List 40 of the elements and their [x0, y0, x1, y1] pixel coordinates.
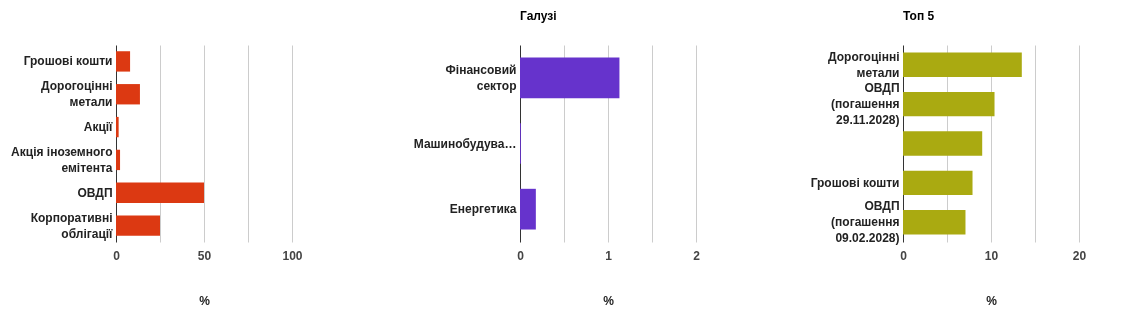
bar — [116, 116, 119, 138]
y-tick-label: ОВДП (погашення 29.11.2028) — [831, 81, 900, 128]
y-tick-label: Грошові кошти — [810, 175, 900, 190]
bar — [116, 149, 121, 171]
bar — [903, 131, 983, 156]
x-axis-title: % — [603, 293, 615, 308]
x-tick-label: 0 — [900, 248, 908, 263]
y-tick-label: Дорогоцінні метали — [41, 79, 113, 110]
x-axis-title: % — [986, 293, 998, 308]
y-tick-label: ОВДП (погашення 09.02.2028) — [831, 199, 900, 246]
bar — [116, 182, 204, 203]
bar — [520, 188, 536, 230]
y-tick-label: Фінансовий сектор — [445, 62, 517, 93]
bar — [903, 170, 973, 196]
bar — [520, 57, 620, 99]
bar — [903, 52, 1022, 77]
y-tick-label: Дорогоцінні метали — [828, 49, 900, 80]
y-tick-label: Енергетика — [449, 202, 517, 217]
bar — [116, 215, 160, 236]
bar — [116, 84, 140, 105]
x-tick-label: 2 — [693, 248, 701, 263]
y-tick-label: ОВДП — [77, 185, 113, 200]
y-tick-label: Машинобудува… — [413, 136, 517, 151]
x-tick-label: 1 — [605, 248, 613, 263]
y-tick-label: Акції — [83, 120, 114, 135]
x-axis-title: % — [199, 293, 211, 308]
x-tick-label: 100 — [282, 248, 303, 263]
x-tick-label: 0 — [517, 248, 525, 263]
x-tick-label: 10 — [984, 248, 999, 263]
chart-title: Галузі — [520, 9, 557, 23]
x-tick-label: 50 — [197, 248, 212, 263]
y-tick-label: Акція іноземного емітента — [11, 144, 113, 175]
bar — [116, 51, 131, 72]
bar — [903, 91, 995, 117]
bar — [903, 210, 966, 235]
y-tick-label: Корпоративні облігації — [30, 210, 114, 241]
x-tick-label: 20 — [1072, 248, 1087, 263]
chart-title: Топ 5 — [903, 9, 935, 23]
x-tick-label: 0 — [113, 248, 121, 263]
y-tick-label: Грошові кошти — [23, 54, 113, 69]
